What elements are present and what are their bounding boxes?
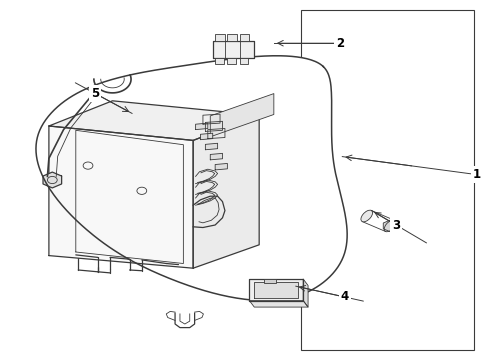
Text: 5: 5	[91, 87, 99, 100]
Text: 3: 3	[391, 219, 399, 231]
Polygon shape	[249, 279, 303, 301]
Bar	[227, 58, 236, 64]
Polygon shape	[254, 282, 298, 298]
Polygon shape	[303, 279, 307, 307]
Text: 2: 2	[335, 37, 343, 50]
Bar	[239, 58, 248, 64]
Polygon shape	[212, 41, 254, 58]
Polygon shape	[249, 301, 307, 307]
Polygon shape	[383, 220, 396, 232]
Polygon shape	[36, 56, 346, 301]
Polygon shape	[49, 101, 259, 140]
Text: 1: 1	[472, 168, 480, 181]
Bar	[215, 58, 224, 64]
Bar	[239, 34, 249, 41]
Polygon shape	[43, 172, 61, 188]
Polygon shape	[210, 153, 222, 160]
Bar	[300, 10, 473, 350]
Bar	[264, 279, 276, 283]
Polygon shape	[215, 163, 227, 170]
Text: 4: 4	[340, 291, 348, 303]
Ellipse shape	[384, 220, 395, 232]
Polygon shape	[49, 126, 193, 268]
Bar	[215, 34, 224, 41]
Polygon shape	[200, 133, 212, 140]
Bar	[227, 34, 237, 41]
Polygon shape	[193, 115, 259, 268]
Polygon shape	[210, 94, 273, 137]
Polygon shape	[205, 143, 217, 150]
Ellipse shape	[360, 210, 372, 222]
Polygon shape	[195, 123, 207, 130]
